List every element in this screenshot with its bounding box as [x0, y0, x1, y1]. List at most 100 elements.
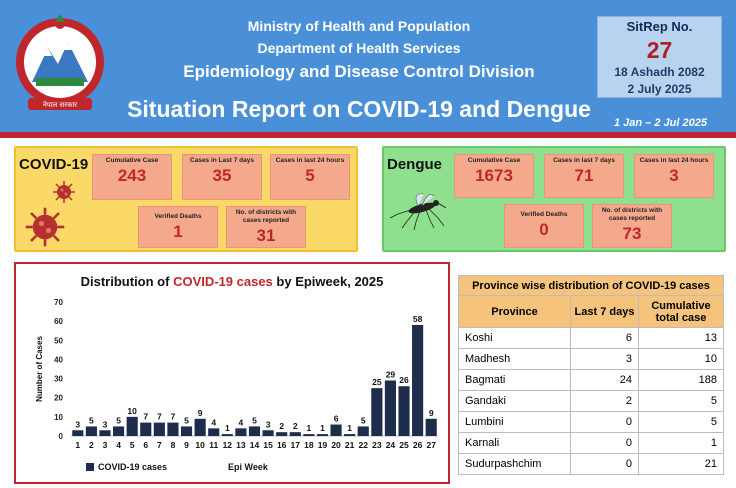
x-tick-label: 17 — [291, 440, 301, 450]
header-divider — [0, 132, 736, 138]
x-axis-label: Epi Week — [228, 462, 269, 472]
ministry-name: Ministry of Health and Population — [247, 18, 471, 34]
bar — [113, 426, 125, 436]
covid-districts-card: No. of districts with cases reported 31 — [226, 206, 306, 248]
x-tick-label: 24 — [386, 440, 396, 450]
dengue-last24-card: Cases in last 24 hours 3 — [634, 154, 714, 198]
dengue-districts-card: No. of districts with cases reported 73 — [592, 204, 672, 248]
bar — [357, 426, 369, 436]
x-tick-label: 21 — [345, 440, 355, 450]
cumulative-cell: 5 — [638, 411, 724, 433]
bar — [194, 418, 206, 436]
card-value: 73 — [622, 224, 642, 243]
bar — [248, 426, 261, 436]
table-row: Bagmati 24 188 — [458, 369, 724, 391]
legend-label: COVID-19 cases — [98, 462, 167, 472]
covid-cumulative-card: Cumulative Case 243 — [92, 154, 172, 200]
bar — [398, 386, 410, 436]
sitrep-number: 27 — [646, 37, 673, 63]
province-cell: Lumbini — [458, 411, 571, 433]
province-cell: Bagmati — [458, 369, 571, 391]
card-value: 71 — [574, 166, 594, 185]
y-tick-label: 0 — [59, 432, 64, 441]
x-tick-label: 18 — [304, 440, 314, 450]
province-cell: Madhesh — [458, 348, 571, 370]
data-label: 2 — [279, 421, 284, 431]
x-tick-label: 6 — [143, 440, 148, 450]
chart-title-suffix: by Epiweek, 2025 — [272, 274, 384, 289]
covid-title: COVID-19 — [19, 156, 89, 173]
data-label: 2 — [293, 421, 298, 431]
chart-title-highlight: COVID-19 cases — [173, 274, 273, 289]
data-label: 3 — [75, 419, 80, 429]
y-tick-label: 50 — [54, 336, 63, 345]
chart-title-prefix: Distribution of — [80, 274, 174, 289]
card-label: Verified Deaths — [154, 213, 202, 220]
last7-cell: 0 — [570, 453, 639, 475]
bar — [344, 434, 356, 436]
covid-summary-panel: COVID-19 Cumulative Case 243 Cases in La… — [14, 146, 358, 252]
last7-cell: 3 — [570, 348, 639, 370]
province-cell: Sudurpashchim — [458, 453, 571, 475]
bar-chart: 0102030405060703152335410576777859910411… — [35, 298, 438, 472]
x-tick-label: 5 — [130, 440, 135, 450]
bar — [412, 324, 424, 436]
data-label: 3 — [103, 419, 108, 429]
table-row: Koshi 6 13 — [458, 327, 724, 349]
card-label: Cases in last 7 days — [553, 157, 615, 164]
y-tick-label: 70 — [54, 298, 63, 307]
x-tick-label: 26 — [413, 440, 423, 450]
data-label: 4 — [211, 417, 216, 427]
x-tick-label: 16 — [277, 440, 287, 450]
data-label: 29 — [386, 369, 396, 379]
last7-cell: 0 — [570, 411, 639, 433]
cumulative-cell: 13 — [638, 327, 724, 349]
column-header-last7: Last 7 days — [570, 295, 639, 328]
data-label: 4 — [239, 417, 244, 427]
last7-cell: 2 — [570, 390, 639, 412]
data-label: 3 — [266, 419, 271, 429]
covid-deaths-card: Verified Deaths 1 — [138, 206, 218, 248]
bar — [140, 422, 152, 436]
y-tick-label: 40 — [54, 355, 63, 364]
table-title: Province wise distribution of COVID-19 c… — [458, 275, 724, 296]
x-tick-label: 20 — [331, 440, 341, 450]
y-tick-label: 30 — [54, 375, 63, 384]
data-label: 5 — [116, 415, 121, 425]
dengue-summary-panel: Dengue Cumulative Case 1673 Cases in las… — [382, 146, 726, 252]
legend-swatch — [86, 463, 94, 471]
x-tick-label: 2 — [89, 440, 94, 450]
bar — [425, 418, 437, 436]
y-tick-label: 10 — [54, 413, 63, 422]
y-axis-label: Number of Cases — [35, 336, 44, 402]
covid-last7-card: Cases in Last 7 days 35 — [182, 154, 262, 200]
x-tick-label: 4 — [116, 440, 121, 450]
data-label: 6 — [334, 414, 339, 424]
y-tick-label: 20 — [54, 394, 63, 403]
x-tick-label: 22 — [359, 440, 369, 450]
card-label: Cumulative Case — [467, 157, 521, 164]
x-tick-label: 25 — [399, 440, 409, 450]
emblem-motto: नेपाल सरकार — [43, 100, 77, 109]
virus-large-icon — [25, 207, 65, 247]
data-label: 9 — [198, 408, 203, 418]
data-label: 7 — [157, 412, 162, 422]
covid-epiweek-chart: Distribution of COVID-19 cases by Epiwee… — [14, 262, 450, 484]
card-value: 0 — [539, 220, 549, 239]
table-row: Madhesh 3 10 — [458, 348, 724, 370]
province-cell: Karnali — [458, 432, 571, 454]
sitrep-date-english: 2 July 2025 — [627, 82, 692, 96]
mosquito-icon — [389, 193, 447, 231]
province-table: Province wise distribution of COVID-19 c… — [458, 275, 724, 475]
last7-cell: 24 — [570, 369, 639, 391]
x-tick-label: 19 — [318, 440, 328, 450]
bar — [221, 434, 233, 436]
table-row: Lumbini 0 5 — [458, 411, 724, 433]
x-tick-label: 10 — [195, 440, 205, 450]
card-value: 31 — [256, 226, 276, 245]
bar — [85, 426, 97, 436]
bar — [384, 380, 396, 436]
cumulative-cell: 1 — [638, 432, 724, 454]
data-label: 1 — [347, 423, 352, 433]
column-header-cumulative: Cumulative total case — [638, 295, 724, 328]
